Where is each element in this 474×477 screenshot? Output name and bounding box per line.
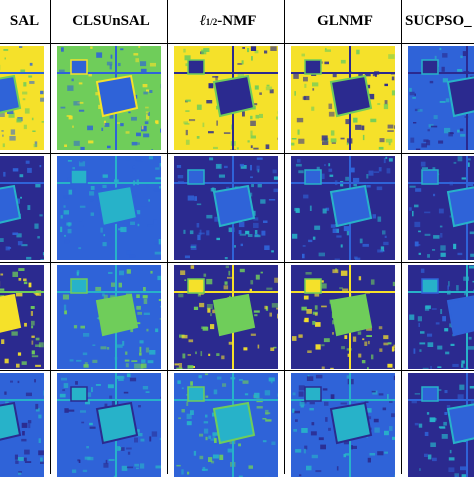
abundance-map-r2-c4 [408, 156, 474, 260]
abundance-map-r2-c1 [57, 156, 161, 260]
abundance-map-r4-c1 [57, 373, 161, 477]
grid-line [0, 153, 474, 154]
abundance-map-r2-c3 [291, 156, 395, 260]
abundance-map-r4-c2 [174, 373, 278, 477]
grid-line [0, 43, 474, 44]
column-header-glnmf: GLNMF [289, 0, 401, 43]
abundance-map-r2-c2 [174, 156, 278, 260]
abundance-map-r3-c4 [408, 265, 474, 369]
abundance-map-r1-c0 [0, 46, 44, 150]
grid-line [284, 0, 285, 474]
abundance-map-r1-c3 [291, 46, 395, 150]
abundance-map-r2-c0 [0, 156, 44, 260]
grid-line [0, 262, 474, 263]
abundance-map-r3-c3 [291, 265, 395, 369]
grid-line [0, 370, 474, 371]
abundance-map-r3-c0 [0, 265, 44, 369]
column-header-sucpso: SUCPSO_ [405, 0, 474, 43]
grid-line [401, 0, 402, 474]
column-header-clsunsal: CLSUnSAL [55, 0, 167, 43]
abundance-map-r3-c2 [174, 265, 278, 369]
abundance-map-r4-c0 [0, 373, 44, 477]
abundance-map-r3-c1 [57, 265, 161, 369]
abundance-map-r1-c4 [408, 46, 474, 150]
column-header-sal: SAL [0, 0, 49, 43]
grid-line [167, 0, 168, 474]
grid-line [50, 0, 51, 474]
abundance-map-r4-c3 [291, 373, 395, 477]
abundance-map-r1-c1 [57, 46, 161, 150]
abundance-map-r4-c4 [408, 373, 474, 477]
abundance-map-r1-c2 [174, 46, 278, 150]
